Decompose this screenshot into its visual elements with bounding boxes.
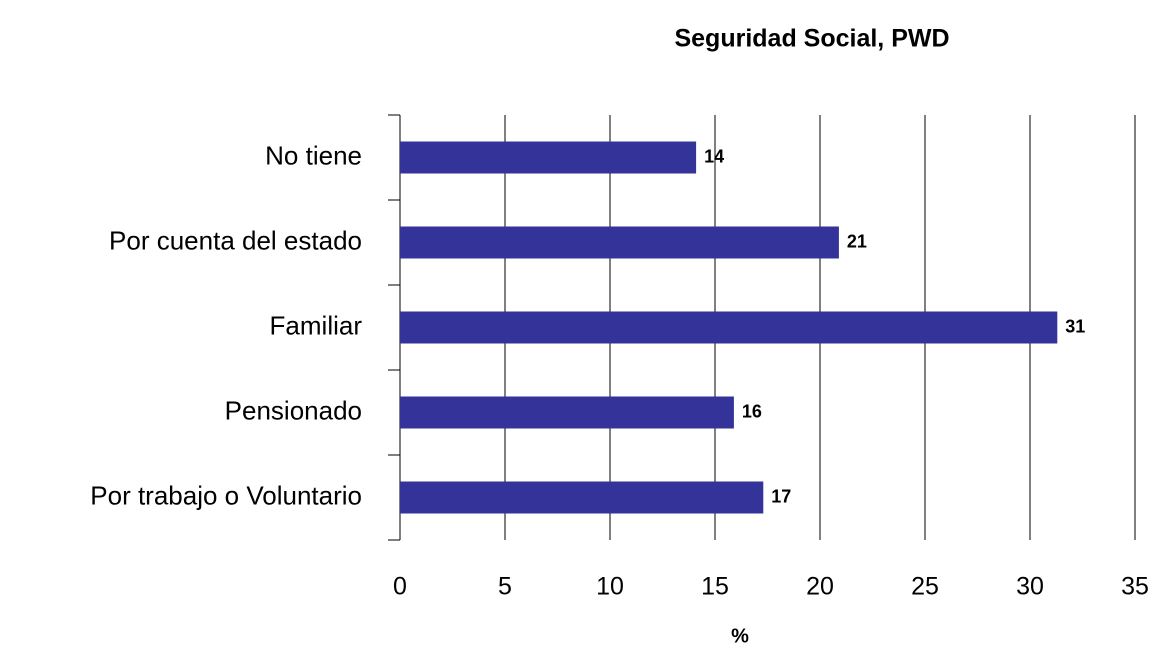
x-tick-label: 20 — [806, 573, 834, 601]
bar — [400, 311, 1058, 344]
y-tick-label: Por cuenta del estado — [109, 225, 362, 255]
x-axis-label: % — [731, 625, 749, 647]
x-tick-label: 15 — [701, 573, 729, 601]
bar — [400, 226, 839, 259]
data-label: 14 — [704, 146, 724, 166]
chart-title: Seguridad Social, PWD — [674, 25, 949, 53]
x-tick-label: 25 — [911, 573, 939, 601]
x-tick-label: 35 — [1121, 573, 1149, 601]
bar — [400, 481, 764, 514]
data-label: 16 — [742, 401, 762, 421]
data-label: 31 — [1065, 316, 1085, 336]
y-tick-label: Por trabajo o Voluntario — [90, 480, 362, 510]
bar — [400, 141, 697, 174]
x-tick-label: 10 — [596, 573, 624, 601]
x-tick-label: 30 — [1016, 573, 1044, 601]
bar — [400, 396, 734, 429]
data-label: 21 — [847, 231, 867, 251]
x-tick-label: 5 — [498, 573, 512, 601]
y-tick-label: Pensionado — [225, 395, 362, 425]
y-tick-label: Familiar — [270, 310, 363, 340]
data-label: 17 — [771, 486, 791, 506]
x-tick-label: 0 — [393, 573, 407, 601]
y-tick-label: No tiene — [265, 140, 362, 170]
